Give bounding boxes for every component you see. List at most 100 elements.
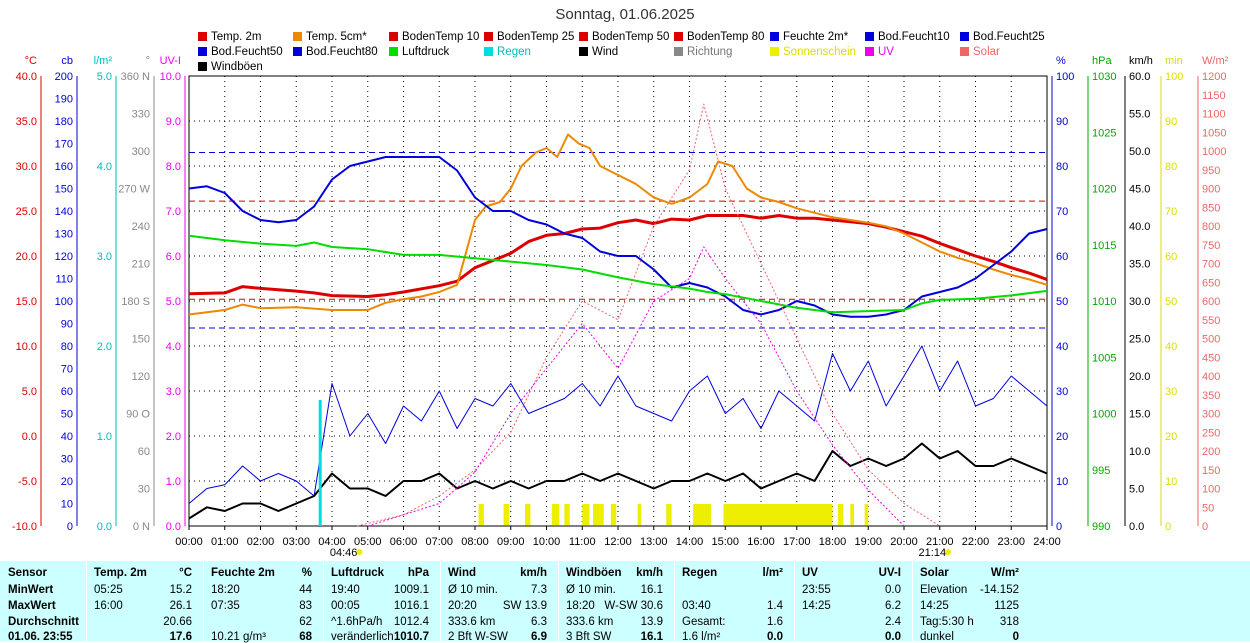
left-axis-tick-label: 180 S — [121, 296, 150, 308]
stats-cell-label: 23:55 — [802, 584, 831, 596]
right-axis-tick-label: 100 — [1202, 484, 1220, 496]
stats-cell-value: 15.2 — [169, 584, 192, 596]
stats-cell-label: 3 Bft SW — [566, 631, 612, 643]
right-axis-unit: km/h — [1129, 55, 1153, 67]
series-temp-5cm — [188, 133, 1048, 316]
legend-label: UV — [878, 46, 894, 58]
left-axis-tick-label: 40 — [61, 431, 73, 443]
legend-item: BodenTemp 50 — [579, 31, 669, 43]
stats-row-label: Sensor — [8, 567, 47, 579]
x-tick-label: 21:00 — [926, 536, 954, 548]
left-axis-tick-label: 150 — [132, 334, 150, 346]
legend-swatch — [198, 47, 207, 56]
right-axis-tick-label: 30.0 — [1129, 296, 1150, 308]
right-axis-tick-label: 450 — [1202, 352, 1220, 364]
left-axis-tick-label: -10.0 — [12, 521, 37, 533]
left-axis-tick-label: 5.0 — [22, 386, 37, 398]
left-axis-tick-label: 300 — [132, 146, 150, 158]
left-axis-tick-label: 15.0 — [16, 296, 37, 308]
stats-cell-value: 7.3 — [531, 584, 547, 596]
left-axis-tick-label: 210 — [132, 259, 150, 271]
right-axis-tick-label: 20.0 — [1129, 371, 1150, 383]
x-tick-label: 19:00 — [854, 536, 882, 548]
series-temp-2m — [188, 214, 1048, 298]
right-axis-tick-label: 70 — [1056, 206, 1068, 218]
stats-cell-label: dunkel — [920, 631, 954, 643]
left-axis-tick-label: 1.0 — [166, 476, 181, 488]
stats-cell-label: 20:20 — [448, 600, 477, 612]
legend-item: Luftdruck — [389, 46, 449, 58]
stats-cell-label: veränderlich — [331, 631, 394, 643]
legend-label: Bod.Feucht10 — [878, 31, 950, 43]
left-axis-tick-label: 6.0 — [166, 251, 181, 263]
legend-label: Bod.Feucht25 — [973, 31, 1045, 43]
stats-cell-value: 1016.1 — [393, 600, 429, 612]
left-axis-tick-label: 150 — [55, 184, 73, 196]
right-axis-tick-label: 1050 — [1202, 127, 1226, 139]
right-axis-tick-label: 650 — [1202, 277, 1220, 289]
right-axis-tick-label: 1100 — [1202, 109, 1226, 121]
x-tick-label: 22:00 — [962, 536, 990, 548]
right-axis-tick-label: 20 — [1165, 431, 1177, 443]
legend: Temp. 2m Temp. 5cm* BodenTemp 10 BodenTemp … — [0, 0, 1250, 75]
right-axis-tick-label: 400 — [1202, 371, 1220, 383]
legend-swatch — [770, 47, 779, 56]
left-axis-tick-label: 90 — [61, 319, 73, 331]
right-axis-tick-label: 300 — [1202, 409, 1220, 421]
legend-swatch — [865, 32, 874, 41]
legend-label: Windböen — [211, 61, 263, 73]
stats-cell-value: 6.9 — [531, 631, 547, 643]
x-tick-label: 18:00 — [819, 536, 847, 548]
stats-cell-value: 1012.4 — [393, 616, 429, 628]
right-axis-unit: W/m² — [1202, 55, 1229, 67]
legend-item: Sonnenschein — [770, 46, 856, 58]
right-axis-tick-label: 550 — [1202, 315, 1220, 327]
legend-label: Bod.Feucht50 — [211, 46, 283, 58]
left-axis-tick-label: 4.0 — [97, 161, 112, 173]
stats-cell-value: 318 — [999, 616, 1019, 628]
left-axis-tick-label: 330 — [132, 109, 150, 121]
stats-cell-label: 19:40 — [331, 584, 360, 596]
legend-item: Bod.Feucht10 — [865, 31, 950, 43]
stats-column-separator — [440, 561, 441, 641]
right-axis-tick-label: 850 — [1202, 202, 1220, 214]
series-wind — [188, 442, 1048, 520]
right-axis-tick-label: 80 — [1056, 161, 1068, 173]
legend-item: Windböen — [198, 61, 263, 73]
stats-cell-value: 16.1 — [640, 631, 663, 643]
series-sonnenschein-bar — [582, 504, 590, 525]
legend-swatch — [960, 47, 969, 56]
stats-cell-value: W-SW 30.6 — [604, 600, 663, 612]
stats-row-label: MaxWert — [8, 600, 56, 612]
legend-item: Solar — [960, 46, 1000, 58]
sunrise-label: 04:46 — [330, 547, 358, 559]
stats-column-unit: % — [301, 567, 312, 579]
stats-cell-label: 333.6 km — [566, 616, 614, 628]
left-axis-tick-label: 30.0 — [16, 161, 37, 173]
right-axis-tick-label: 40 — [1056, 341, 1068, 353]
left-axis-tick-label: 2.0 — [166, 431, 181, 443]
stats-column-unit: W/m² — [990, 567, 1019, 579]
left-axis-tick-label: 5.0 — [97, 71, 112, 83]
legend-swatch — [198, 32, 207, 41]
stats-cell-value: 13.9 — [640, 616, 663, 628]
series-sonnenschein-bar — [525, 504, 531, 525]
right-axis-tick-label: 350 — [1202, 390, 1220, 402]
right-axis-tick-label: 50 — [1056, 296, 1068, 308]
stats-cell-label: 14:25 — [802, 600, 831, 612]
stats-cell-value: SW 13.9 — [502, 600, 547, 612]
left-axis-tick-label: 160 — [55, 161, 73, 173]
x-tick-label: 14:00 — [676, 536, 704, 548]
series-luftdruck — [188, 234, 1048, 314]
legend-label: Luftdruck — [402, 46, 450, 58]
left-axis-tick-label: 40.0 — [16, 71, 37, 83]
right-axis-tick-label: 200 — [1202, 446, 1220, 458]
series-feuchte-2m — [188, 156, 1048, 318]
stats-cell-value: 6.3 — [531, 616, 547, 628]
x-tick-label: 09:00 — [497, 536, 525, 548]
series-sonnenschein-bar — [693, 504, 711, 525]
right-axis-tick-label: 995 — [1092, 465, 1110, 477]
stats-cell-value: 0.0 — [885, 631, 901, 643]
right-axis-tick-label: 60 — [1165, 251, 1177, 263]
x-tick-label: 08:00 — [461, 536, 489, 548]
